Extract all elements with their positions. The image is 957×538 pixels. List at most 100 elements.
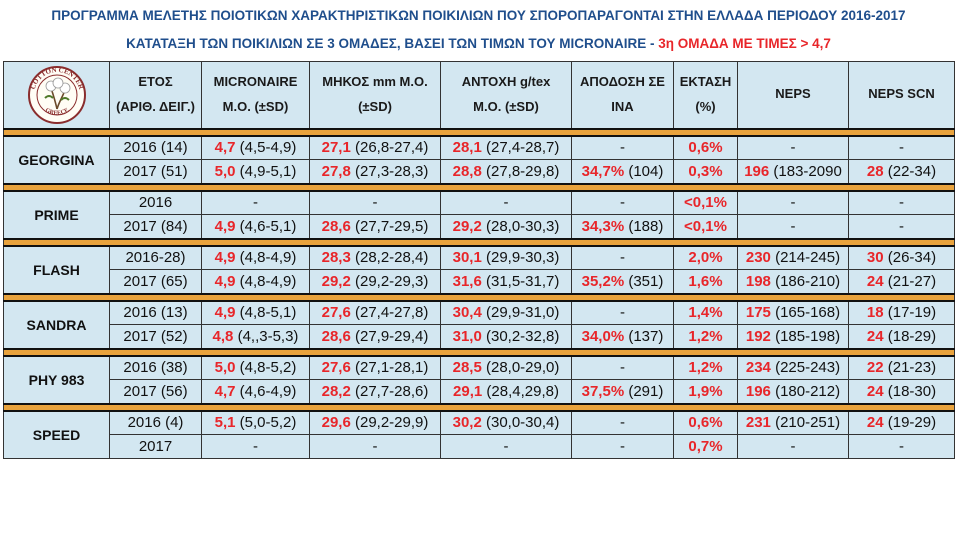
subtitle-main: ΚΑΤΑΤΑΞΗ ΤΩΝ ΠΟΙΚΙΛΙΩΝ ΣΕ 3 ΟΜΑΔΕΣ, ΒΑΣΕ… — [126, 36, 659, 51]
cell-yield: - — [571, 355, 674, 380]
cell-neps: - — [737, 190, 849, 215]
cell-yield: 37,5% (291) — [571, 379, 674, 404]
cell-neps-scn: - — [848, 434, 955, 459]
cell-yield: 34,0% (137) — [571, 324, 674, 349]
cell-neps: 196 (180-212) — [737, 379, 849, 404]
cell-strength: 29,2 (28,0-30,3) — [440, 214, 572, 239]
header-area: ΕΚΤΑΣΗ (%) — [673, 61, 738, 129]
cell-strength: 31,6 (31,5-31,7) — [440, 269, 572, 294]
cell-micronaire: 5,0 (4,8-5,2) — [201, 355, 310, 380]
cell-yield: 34,3% (188) — [571, 214, 674, 239]
cell-year: 2016 (14) — [109, 135, 202, 160]
cell-neps-scn: 22 (21-23) — [848, 355, 955, 380]
varieties-table: COTTON CENTER GREECE ΕΤΟΣ (ΑΡΙΘ. ΔΕΙΓ.) M… — [3, 61, 955, 459]
table-body: GEORGINA 2016 (14) 4,7 (4,5-4,9) 27,1 (26,8… — [3, 127, 955, 459]
cell-neps-scn: 30 (26-34) — [848, 245, 955, 270]
cell-neps: 192 (185-198) — [737, 324, 849, 349]
logo-bottom-text: GREECE — [44, 107, 70, 116]
cell-neps-scn: 24 (21-27) — [848, 269, 955, 294]
cell-year: 2017 (52) — [109, 324, 202, 349]
variety-name: SPEED — [3, 410, 110, 459]
cell-yield: - — [571, 245, 674, 270]
cell-micronaire: 4,9 (4,8-4,9) — [201, 269, 310, 294]
cell-area: 1,2% — [673, 324, 738, 349]
cell-neps: 196 (183-2090 — [737, 159, 849, 184]
cell-neps: 234 (225-243) — [737, 355, 849, 380]
table-row: FLASH 2016-28) 4,9 (4,8-4,9) 28,3 (28,2-28,… — [3, 245, 955, 294]
cell-micronaire: 4,8 (4,,3-5,3) — [201, 324, 310, 349]
cell-area: 1,2% — [673, 355, 738, 380]
cell-length: 28,2 (27,7-28,6) — [309, 379, 441, 404]
table-row: 2017 (65) 4,9 (4,8-4,9) 29,2 (29,2-29,3) 31… — [4, 269, 955, 294]
table-row: SPEED 2016 (4) 5,1 (5,0-5,2) 29,6 (29,2-29,… — [3, 410, 955, 459]
variety-name: FLASH — [3, 245, 110, 294]
cell-year: 2017 (84) — [109, 214, 202, 239]
cell-year: 2016 (38) — [109, 355, 202, 380]
group-separator — [3, 347, 955, 357]
cell-micronaire: 5,0 (4,9-5,1) — [201, 159, 310, 184]
cell-neps: - — [737, 434, 849, 459]
cell-strength: 28,1 (27,4-28,7) — [440, 135, 572, 160]
table-row: 2017- - - -0,7% - - — [4, 434, 955, 459]
cell-area: 0,6% — [673, 135, 738, 160]
header-length: ΜΗΚΟΣ mm Μ.Ο. (±SD) — [309, 61, 441, 129]
cell-year: 2017 (65) — [109, 269, 202, 294]
cell-year: 2017 — [109, 434, 202, 459]
cell-length: 29,2 (29,2-29,3) — [309, 269, 441, 294]
table-row: GEORGINA 2016 (14) 4,7 (4,5-4,9) 27,1 (26,8… — [3, 135, 955, 184]
cell-yield: - — [571, 190, 674, 215]
cell-yield: - — [571, 135, 674, 160]
group-separator — [3, 402, 955, 412]
cell-length: 27,8 (27,3-28,3) — [309, 159, 441, 184]
cell-area: 1,9% — [673, 379, 738, 404]
cell-strength: 28,8 (27,8-29,8) — [440, 159, 572, 184]
cell-area: 0,6% — [673, 410, 738, 435]
cell-neps: 230 (214-245) — [737, 245, 849, 270]
cell-neps-scn: 28 (22-34) — [848, 159, 955, 184]
cell-year: 2016 (13) — [109, 300, 202, 325]
cell-micronaire: 4,9 (4,8-4,9) — [201, 245, 310, 270]
cell-yield: 34,7% (104) — [571, 159, 674, 184]
cell-yield: - — [571, 434, 674, 459]
cell-neps: 231 (210-251) — [737, 410, 849, 435]
cell-length: 28,3 (28,2-28,4) — [309, 245, 441, 270]
group-separator — [3, 182, 955, 192]
group-separator — [3, 127, 955, 137]
cell-year: 2017 (51) — [109, 159, 202, 184]
header-strength: ΑΝΤΟΧΗ g/tex Μ.Ο. (±SD) — [440, 61, 572, 129]
cell-strength: - — [440, 190, 572, 215]
cell-neps-scn: - — [848, 214, 955, 239]
cell-area: 0,3% — [673, 159, 738, 184]
header-year: ΕΤΟΣ (ΑΡΙΘ. ΔΕΙΓ.) — [109, 61, 202, 129]
page-title: ΠΡΟΓΡΑΜΜΑ ΜΕΛΕΤΗΣ ΠΟΙΟΤΙΚΩΝ ΧΑΡΑΚΤΗΡΙΣΤΙ… — [51, 8, 906, 23]
header-neps-scn: NEPS SCN — [848, 61, 955, 129]
cell-neps: - — [737, 214, 849, 239]
cell-length: - — [309, 434, 441, 459]
cell-micronaire: 4,9 (4,8-5,1) — [201, 300, 310, 325]
cell-area: <0,1% — [673, 214, 738, 239]
header-neps: NEPS — [737, 61, 849, 129]
variety-name: SANDRA — [3, 300, 110, 349]
cell-area: <0,1% — [673, 190, 738, 215]
header-row: COTTON CENTER GREECE ΕΤΟΣ (ΑΡΙΘ. ΔΕΙΓ.) M… — [3, 61, 955, 129]
cell-year: 2016 — [109, 190, 202, 215]
cell-micronaire: 4,7 (4,5-4,9) — [201, 135, 310, 160]
cell-length: 27,6 (27,1-28,1) — [309, 355, 441, 380]
cell-year: 2016 (4) — [109, 410, 202, 435]
cell-strength: 29,1 (28,4,29,8) — [440, 379, 572, 404]
table-row: 2017 (84) 4,9 (4,6-5,1) 28,6 (27,7-29,5) 29… — [4, 214, 955, 239]
cell-micronaire: 5,1 (5,0-5,2) — [201, 410, 310, 435]
cell-strength: 30,4 (29,9-31,0) — [440, 300, 572, 325]
table-row: 2017 (56) 4,7 (4,6-4,9) 28,2 (27,7-28,6) 29… — [4, 379, 955, 404]
cell-yield: - — [571, 410, 674, 435]
cell-neps: - — [737, 135, 849, 160]
cell-area: 2,0% — [673, 245, 738, 270]
cell-year: 2017 (56) — [109, 379, 202, 404]
header-micronaire: MICRONAIRE Μ.Ο. (±SD) — [201, 61, 310, 129]
cell-neps-scn: - — [848, 190, 955, 215]
cotton-center-logo: COTTON CENTER GREECE — [15, 64, 99, 126]
table-row: 2017 (51) 5,0 (4,9-5,1) 27,8 (27,3-28,3) 28… — [4, 159, 955, 184]
cell-year: 2016-28) — [109, 245, 202, 270]
cell-strength: 31,0 (30,2-32,8) — [440, 324, 572, 349]
cell-neps: 198 (186-210) — [737, 269, 849, 294]
